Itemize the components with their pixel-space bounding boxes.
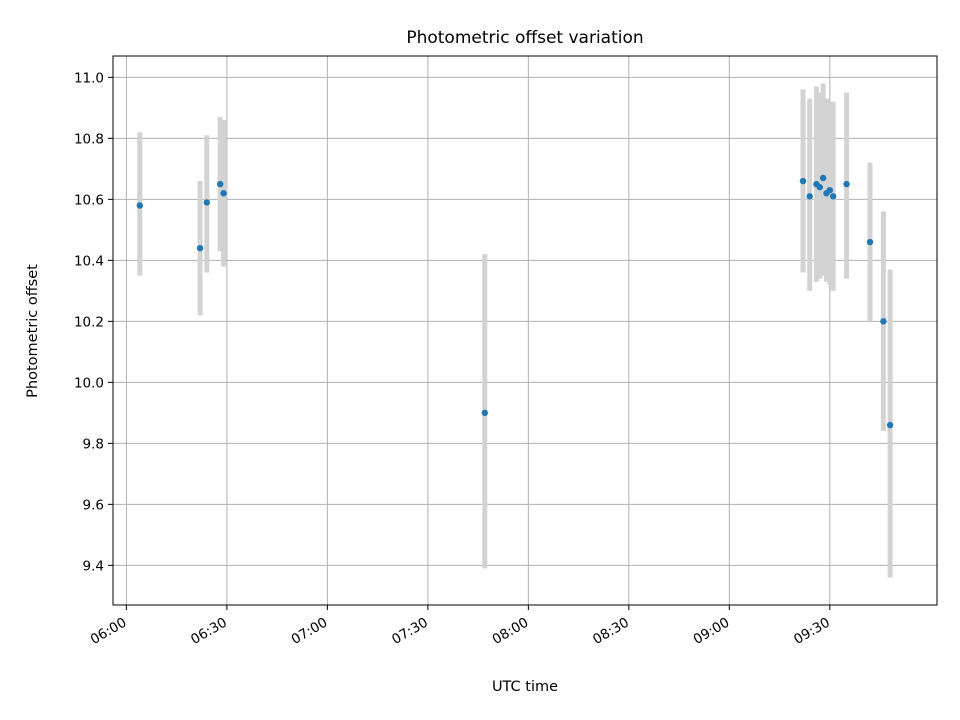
data-point <box>866 238 874 246</box>
y-tick-label: 9.6 <box>83 497 104 513</box>
data-point <box>886 421 894 429</box>
data-point <box>806 193 813 200</box>
data-points <box>136 174 894 429</box>
data-point <box>481 409 489 417</box>
data-point <box>819 174 827 182</box>
y-tick-label: 11.0 <box>74 70 104 86</box>
data-point <box>843 180 850 188</box>
x-axis-label: UTC time <box>492 679 558 695</box>
data-point <box>799 177 807 185</box>
y-tick-label: 9.4 <box>83 558 104 574</box>
y-tick-label: 10.0 <box>74 375 104 391</box>
data-point <box>216 180 224 188</box>
chart-title: Photometric offset variation <box>406 28 643 48</box>
data-point <box>816 183 823 191</box>
y-axis-label: Photometric offset <box>25 264 41 398</box>
data-point <box>136 202 143 209</box>
data-point <box>220 190 227 197</box>
data-point <box>880 318 887 325</box>
data-point <box>829 193 837 200</box>
y-axis-ticks: 9.4 9.6 9.8 10.0 10.2 10.4 10.6 10.8 11.0 <box>74 70 113 574</box>
y-tick-label: 10.8 <box>74 131 104 147</box>
y-tick-label: 10.6 <box>74 192 104 208</box>
data-point <box>196 244 204 252</box>
y-tick-label: 10.4 <box>74 253 104 269</box>
y-tick-label: 10.2 <box>74 314 104 330</box>
plot-frame <box>112 55 938 606</box>
data-point <box>826 187 834 194</box>
y-tick-label: 9.8 <box>83 436 104 452</box>
data-point <box>203 199 210 206</box>
